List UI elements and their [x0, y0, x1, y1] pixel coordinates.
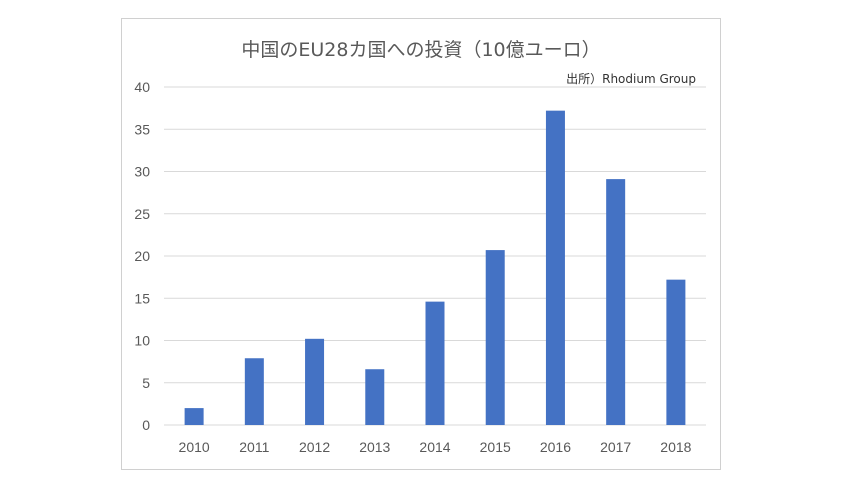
chart-title: 中国のEU28カ国への投資（10億ユーロ） [241, 39, 601, 61]
y-tick-label: 10 [134, 333, 150, 349]
bar-2011 [244, 358, 264, 425]
bar-2010 [184, 408, 204, 425]
x-tick-label: 2018 [660, 439, 691, 455]
chart-frame [121, 18, 721, 470]
bar-2012 [305, 338, 325, 425]
bar-2016 [545, 110, 565, 425]
bar-2018 [666, 279, 686, 425]
y-tick-label: 15 [134, 290, 150, 306]
x-tick-label: 2010 [179, 439, 210, 455]
bar-2013 [365, 369, 385, 425]
x-tick-label: 2014 [419, 439, 450, 455]
y-tick-label: 30 [134, 164, 150, 180]
x-tick-label: 2015 [480, 439, 511, 455]
bar-2017 [606, 179, 626, 425]
y-tick-label: 40 [134, 79, 150, 95]
chart-source: 出所）Rhodium Group [566, 72, 696, 86]
x-tick-label: 2012 [299, 439, 330, 455]
y-tick-label: 0 [142, 417, 150, 433]
y-tick-label: 5 [142, 375, 150, 391]
y-tick-label: 20 [134, 248, 150, 264]
x-tick-label: 2017 [600, 439, 631, 455]
y-tick-label: 25 [134, 206, 150, 222]
bar-2014 [425, 301, 445, 425]
bar-2015 [485, 250, 505, 425]
y-tick-label: 35 [134, 121, 150, 137]
x-tick-label: 2013 [359, 439, 390, 455]
x-tick-label: 2016 [540, 439, 571, 455]
x-tick-label: 2011 [239, 439, 269, 455]
